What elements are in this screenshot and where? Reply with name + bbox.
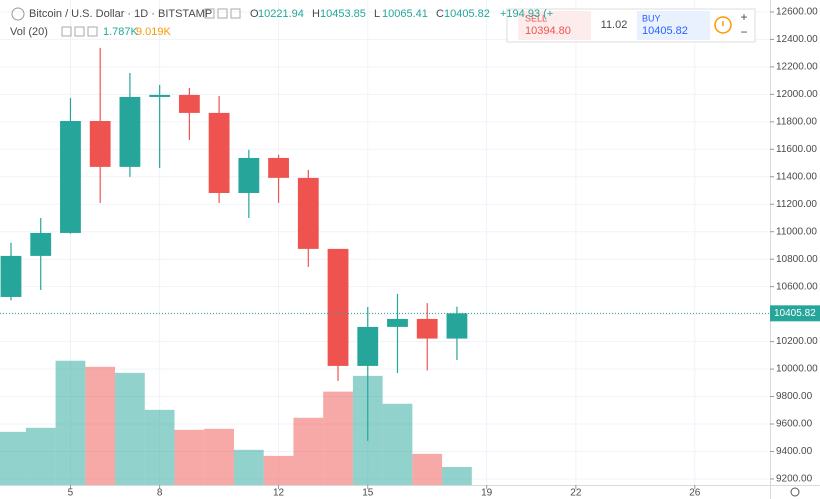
y-tick-label: 11000.00 bbox=[776, 226, 817, 237]
y-tick-label: 9400.00 bbox=[776, 446, 813, 457]
y-tick-label: 12000.00 bbox=[776, 89, 818, 100]
candle-body bbox=[30, 232, 52, 256]
buy-button[interactable] bbox=[637, 11, 710, 40]
candle-body bbox=[268, 157, 289, 178]
y-tick-label: 10800.00 bbox=[776, 254, 818, 265]
buy-price: 10405.82 bbox=[642, 25, 688, 37]
volume-bar bbox=[85, 366, 116, 485]
y-tick-label: 12400.00 bbox=[776, 34, 818, 45]
candle-body bbox=[119, 96, 141, 167]
volume-bar bbox=[25, 427, 56, 485]
y-tick-label: 11200.00 bbox=[776, 199, 817, 210]
ohlc-value: 10405.82 bbox=[444, 8, 490, 20]
change-value: +194.93 (+ bbox=[500, 8, 553, 20]
sell-price: 10394.80 bbox=[525, 25, 571, 37]
settings-button[interactable] bbox=[204, 8, 215, 19]
candle-body bbox=[208, 112, 230, 193]
x-tick-label: 12 bbox=[273, 488, 285, 499]
candle-body bbox=[0, 255, 22, 297]
y-tick-label: 11600.00 bbox=[776, 144, 817, 155]
candle-body bbox=[178, 94, 200, 113]
volume-settings[interactable] bbox=[61, 26, 72, 37]
collapse-icon[interactable] bbox=[11, 7, 25, 21]
y-tick-label: 9200.00 bbox=[776, 474, 813, 485]
candle-body bbox=[297, 177, 319, 249]
candle-body bbox=[416, 318, 438, 339]
y-tick-label: 12200.00 bbox=[776, 62, 818, 73]
candle-body bbox=[238, 157, 260, 193]
y-tick-label: 10200.00 bbox=[776, 336, 818, 347]
volume-bar bbox=[323, 391, 353, 485]
last-price-label: 10405.82 bbox=[774, 308, 816, 319]
info-icon[interactable] bbox=[714, 16, 732, 34]
x-tick-label: 8 bbox=[157, 488, 163, 499]
sell-button[interactable] bbox=[518, 11, 591, 40]
y-tick-label: 12600.00 bbox=[776, 7, 818, 18]
sell-label: SELL bbox=[525, 13, 547, 23]
volume-ma: 9.019K bbox=[136, 26, 172, 38]
volume-title: Vol (20) bbox=[10, 26, 48, 38]
x-tick-label: 19 bbox=[481, 488, 493, 499]
y-tick-label: 10600.00 bbox=[776, 281, 818, 292]
candle-body bbox=[357, 326, 379, 366]
x-tick-label: 26 bbox=[689, 488, 701, 499]
y-tick-label: 11800.00 bbox=[776, 116, 817, 127]
volume-bar bbox=[174, 429, 205, 485]
volume-bar bbox=[263, 455, 294, 485]
candle-body bbox=[327, 248, 349, 366]
plus-button[interactable]: + bbox=[740, 10, 747, 24]
candle-body bbox=[149, 94, 171, 97]
ohlc-value: 10221.94 bbox=[258, 8, 304, 20]
hide-button[interactable] bbox=[217, 8, 228, 19]
volume-bar bbox=[382, 403, 413, 485]
volume-bar bbox=[204, 428, 234, 485]
minus-button[interactable]: − bbox=[740, 25, 747, 39]
candle-body bbox=[89, 121, 111, 167]
y-tick-label: 9600.00 bbox=[776, 419, 813, 430]
symbol-title: Bitcoin / U.S. Dollar · 1D · BITSTAMP bbox=[29, 8, 212, 20]
ohlc-key: O bbox=[250, 8, 259, 20]
volume-close[interactable] bbox=[87, 26, 98, 37]
header: Bitcoin / U.S. Dollar · 1D · BITSTAMP Vo… bbox=[10, 7, 800, 497]
ohlc-value: 10065.41 bbox=[382, 8, 428, 20]
volume-bar bbox=[0, 431, 26, 485]
y-tick-label: 9800.00 bbox=[776, 391, 813, 402]
buy-label: BUY bbox=[642, 13, 661, 23]
volume-bar bbox=[115, 372, 145, 485]
spread: 11.02 bbox=[601, 19, 628, 31]
x-tick-label: 5 bbox=[68, 488, 74, 499]
close-button[interactable] bbox=[230, 8, 241, 19]
volume-bar bbox=[233, 449, 264, 485]
y-tick-label: 11400.00 bbox=[776, 171, 817, 182]
x-tick-label: 15 bbox=[362, 488, 374, 499]
x-tick-label: 22 bbox=[570, 488, 582, 499]
volume-bar bbox=[293, 417, 324, 485]
volume-bar bbox=[144, 409, 175, 485]
quote-panel: SELL 10394.80 11.02 BUY 10405.82 + − bbox=[506, 8, 756, 43]
candle-body bbox=[446, 313, 468, 339]
last-price-tag bbox=[770, 305, 820, 322]
candle-body bbox=[387, 318, 408, 327]
candle-body bbox=[60, 121, 81, 233]
ohlc-key: H bbox=[312, 8, 320, 20]
volume-bar bbox=[442, 466, 472, 485]
volume-hide[interactable] bbox=[74, 26, 85, 37]
volume-value: 1.787K bbox=[103, 26, 139, 38]
volume-bar bbox=[412, 453, 443, 485]
volume-bar bbox=[55, 360, 86, 485]
ohlc-key: C bbox=[436, 8, 444, 20]
ohlc-key: L bbox=[374, 8, 380, 20]
ohlc-value: 10453.85 bbox=[320, 8, 366, 20]
settings-gear[interactable] bbox=[790, 487, 800, 497]
y-tick-label: 10000.00 bbox=[776, 364, 818, 375]
